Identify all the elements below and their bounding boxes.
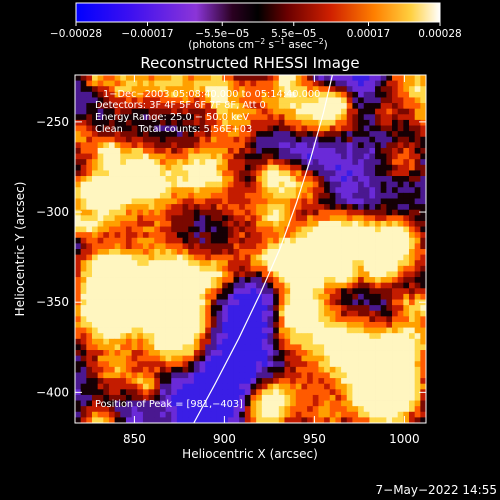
colorbar-tick-label: 5.5e−05 [271, 28, 316, 40]
chart-title: Reconstructed RHESSI Image [140, 54, 359, 72]
colorbar-tick-label: 0.00028 [418, 28, 461, 40]
heatmap [75, 75, 426, 423]
peak-position-label: Position of Peak = [981,−403] [95, 399, 243, 410]
colorbar-unit: (photons cm−2 s−1 asec−2) [188, 37, 327, 51]
y-tick-label: −300 [36, 205, 69, 219]
colorbar [75, 2, 441, 23]
annotation-energy-range: Energy Range: 25.0 − 50.0 keV [95, 112, 249, 123]
annotation-detectors: Detectors: 3F 4F 5F 6F 7F 8F, Att 0 [95, 100, 266, 111]
colorbar-tick-label: 0.00017 [347, 28, 390, 40]
axis-ticks: 850 900 950 1000 −400 −350 −300 −250 [36, 75, 426, 446]
y-tick-label: −350 [36, 295, 69, 309]
annotation-time-range: 1−Dec−2003 05:08:40.000 to 05:14:40.000 [103, 89, 320, 100]
x-tick-label: 900 [213, 432, 236, 446]
annotation-clean-counts: Clean Total counts: 5.56E+03 [95, 124, 252, 135]
x-tick-label: 850 [123, 432, 146, 446]
x-tick-label: 950 [303, 432, 326, 446]
footer-date: 7−May−2022 14:55 [376, 483, 498, 497]
solar-limb-line [193, 75, 333, 423]
y-axis-label: Heliocentric Y (arcsec) [13, 182, 27, 317]
y-tick-label: −400 [36, 385, 69, 399]
colorbar-tick-label: −0.00017 [121, 28, 173, 40]
x-axis-label: Heliocentric X (arcsec) [182, 447, 318, 461]
y-tick-label: −250 [36, 115, 69, 129]
colorbar-ticks: −0.00028 −0.00017 −5.5e−05 5.5e−05 0.00017 0.… [50, 22, 462, 40]
colorbar-tick-label: −0.00028 [50, 28, 102, 40]
plot-frame [74, 74, 427, 424]
colorbar-tick-label: −5.5e−05 [195, 28, 249, 40]
x-tick-label: 1000 [389, 432, 420, 446]
